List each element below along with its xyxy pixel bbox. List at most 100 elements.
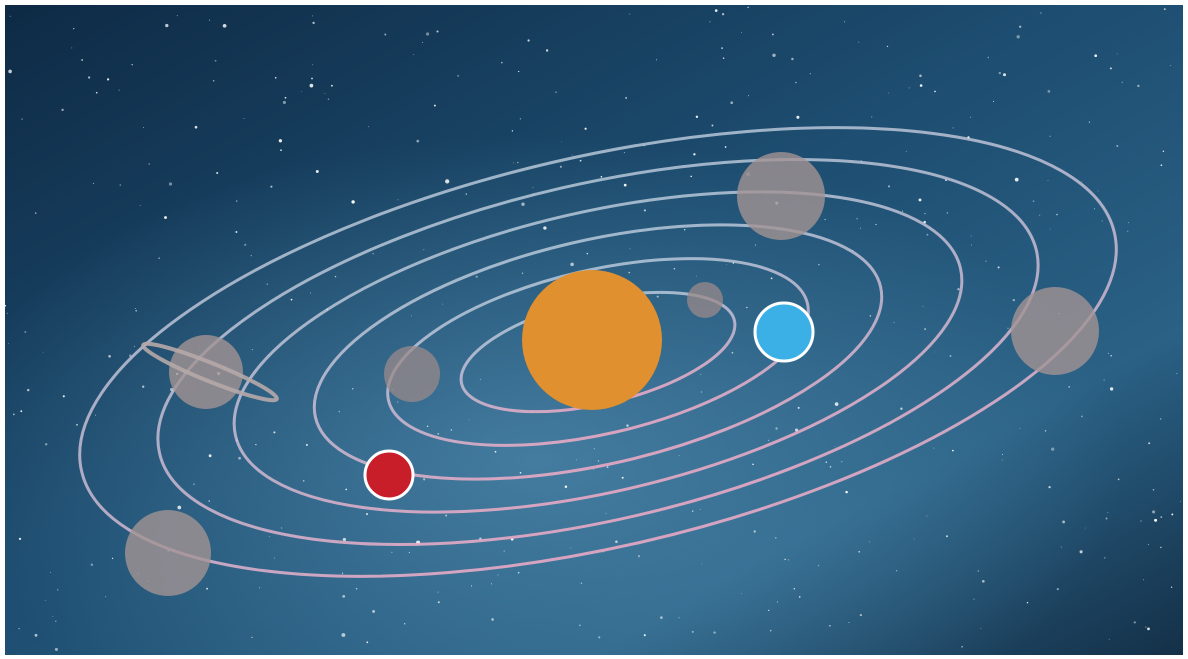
star <box>974 599 975 600</box>
star <box>777 601 778 602</box>
star <box>251 255 252 256</box>
star <box>985 261 986 262</box>
star <box>285 97 287 99</box>
star <box>818 264 819 265</box>
planet <box>125 510 211 596</box>
star <box>799 596 801 598</box>
star <box>328 98 330 100</box>
star <box>1122 82 1123 83</box>
star <box>693 153 695 155</box>
star <box>216 172 218 174</box>
star <box>844 21 845 22</box>
star <box>594 448 595 449</box>
star <box>1180 501 1181 502</box>
star <box>1108 353 1109 354</box>
star <box>384 34 386 36</box>
star <box>715 9 718 12</box>
star <box>397 401 398 402</box>
star <box>626 424 628 426</box>
star <box>906 151 907 152</box>
star <box>1002 454 1003 455</box>
star <box>279 139 282 142</box>
star <box>445 179 449 183</box>
star <box>894 322 895 323</box>
planet <box>365 451 413 499</box>
star <box>747 7 748 8</box>
star <box>624 184 627 187</box>
star <box>195 126 198 129</box>
star <box>771 278 773 280</box>
star <box>45 600 46 601</box>
star <box>869 541 870 542</box>
star <box>1118 479 1120 481</box>
star <box>422 42 423 43</box>
star <box>303 480 305 482</box>
star <box>270 186 272 188</box>
star <box>598 460 600 462</box>
star <box>518 572 520 574</box>
star <box>1104 557 1105 558</box>
star <box>1176 373 1177 374</box>
star <box>223 24 227 28</box>
star <box>1033 200 1035 202</box>
star <box>605 513 606 514</box>
star <box>875 224 876 225</box>
star <box>572 155 573 156</box>
star <box>512 130 513 131</box>
star <box>71 47 72 48</box>
star <box>934 352 935 353</box>
star <box>1019 26 1021 28</box>
star <box>533 187 534 188</box>
star <box>1116 145 1118 147</box>
star <box>1051 447 1054 450</box>
star <box>861 160 862 161</box>
star <box>768 610 769 611</box>
star <box>158 257 159 258</box>
star <box>835 446 836 447</box>
star <box>826 462 827 463</box>
star <box>73 28 74 29</box>
star <box>275 77 277 79</box>
star <box>135 308 136 309</box>
star <box>625 97 627 99</box>
star <box>858 551 860 553</box>
star <box>372 610 375 613</box>
star <box>291 299 293 301</box>
star <box>491 583 492 584</box>
star <box>1045 430 1046 431</box>
star <box>772 33 774 35</box>
star <box>466 193 467 194</box>
star <box>35 212 37 214</box>
star <box>999 72 1001 74</box>
star <box>726 264 727 265</box>
star <box>971 244 972 245</box>
star <box>53 616 54 617</box>
star <box>628 272 629 273</box>
star <box>784 559 786 561</box>
star <box>560 166 562 168</box>
star <box>1048 90 1051 93</box>
star <box>342 573 343 574</box>
star <box>274 558 275 559</box>
star <box>120 184 122 186</box>
star <box>434 105 436 107</box>
star <box>339 411 340 412</box>
star <box>19 538 21 540</box>
star <box>902 211 903 212</box>
star <box>1107 512 1108 513</box>
star <box>8 343 9 344</box>
star <box>555 91 557 93</box>
star <box>953 127 954 128</box>
star <box>723 58 724 59</box>
star <box>656 59 657 60</box>
star <box>1110 67 1112 69</box>
star <box>721 47 723 49</box>
star <box>520 472 522 474</box>
star <box>13 414 15 416</box>
star <box>209 454 212 457</box>
star <box>45 443 47 445</box>
star <box>235 231 237 233</box>
star <box>933 448 934 449</box>
star <box>601 176 603 178</box>
star <box>755 245 756 246</box>
